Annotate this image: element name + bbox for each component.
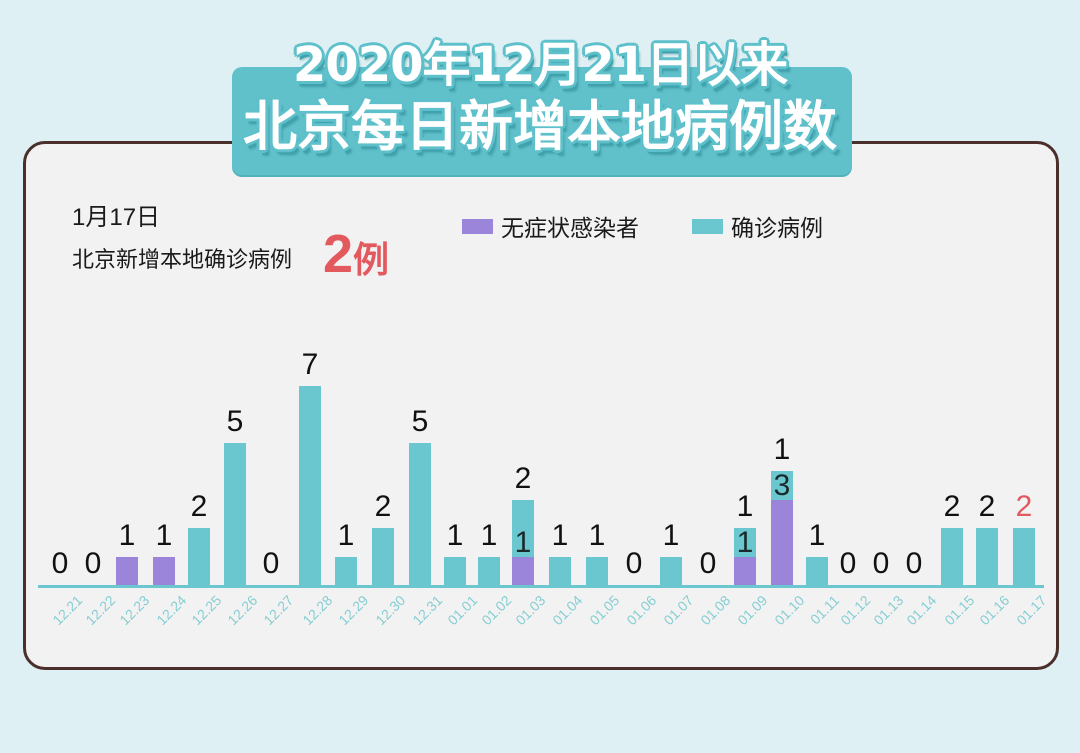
bar-confirmed-01.17	[1013, 528, 1035, 585]
bar-confirmed-01.05	[586, 556, 608, 585]
bar-value-label: 1	[808, 518, 826, 552]
bar-value-label: 1	[446, 518, 464, 552]
bar-value-label: 1	[155, 518, 173, 552]
bar-value-label: 1	[662, 518, 680, 552]
bar-confirmed-12.30	[372, 528, 394, 585]
bar-value-label: 0	[262, 547, 280, 580]
bar-value-label: 2	[190, 490, 208, 524]
bar-value-label: 1	[480, 518, 498, 552]
x-axis-line	[38, 585, 1044, 588]
bar-confirmed-12.28	[299, 386, 321, 585]
bar-value-label: 7	[301, 348, 319, 382]
summary-count: 2例	[323, 226, 389, 288]
bar-value-label: 1	[118, 518, 136, 552]
bar-confirmed-01.01	[444, 556, 466, 585]
bar-confirmed-01.11	[806, 556, 828, 585]
legend-item-confirmed: 确诊病例	[692, 210, 823, 242]
legend-swatch-confirmed	[692, 218, 723, 234]
bar-value-label: 2	[374, 490, 392, 524]
bar-value-label: 0	[839, 547, 857, 580]
bar-confirmed-12.25	[188, 528, 210, 585]
bar-confirmed-12.26	[224, 443, 246, 585]
bar-value-label: 5	[226, 405, 244, 438]
bar-confirmed-01.07	[660, 556, 682, 585]
bar-inner-label: 1	[514, 525, 532, 559]
bar-value-label: 2	[1015, 490, 1033, 524]
bar-confirmed-12.29	[335, 556, 357, 585]
bar-value-label: 1	[736, 490, 754, 524]
bar-value-label: 0	[872, 547, 890, 580]
bar-confirmed-12.31	[409, 443, 431, 585]
summary-date: 1月17日	[72, 204, 161, 231]
bar-value-label: 1	[773, 433, 791, 467]
bar-value-label: 5	[411, 405, 429, 438]
bar-confirmed-01.15	[941, 528, 963, 585]
summary-count-unit: 例	[353, 239, 390, 280]
bar-value-label: 0	[905, 547, 923, 580]
bar-confirmed-01.16	[976, 528, 998, 585]
title-banner	[232, 67, 852, 175]
title-line-1: 2020年12月21日以来	[292, 37, 788, 93]
legend-label-asymptomatic: 无症状感染者	[501, 215, 639, 241]
legend-item-asymptomatic: 无症状感染者	[462, 210, 639, 242]
bar-confirmed-01.10	[771, 471, 793, 500]
bar-value-label: 1	[551, 518, 569, 552]
bar-asymptomatic-12.23	[116, 556, 138, 585]
bar-confirmed-01.02	[478, 556, 500, 585]
bar-value-label: 0	[699, 547, 717, 580]
bar-value-label: 0	[84, 547, 102, 580]
bar-confirmed-01.04	[549, 556, 571, 585]
bar-inner-label: 1	[736, 525, 754, 559]
bar-value-label: 0	[51, 547, 69, 580]
bar-value-label: 1	[337, 518, 355, 552]
bar-asymptomatic-01.09	[734, 556, 756, 585]
bar-confirmed-01.03	[512, 499, 534, 557]
bar-confirmed-01.09	[734, 528, 756, 557]
title-line-2: 北京每日新增本地病例数	[243, 95, 837, 158]
bar-value-label: 0	[625, 547, 643, 580]
legend-swatch-asymptomatic	[462, 218, 493, 234]
bar-asymptomatic-01.10	[771, 499, 793, 585]
bar-value-label: 1	[588, 518, 606, 552]
bar-value-label: 2	[943, 490, 961, 524]
bar-inner-label: 3	[773, 468, 791, 502]
bar-asymptomatic-12.24	[153, 556, 175, 585]
bar-value-label: 2	[514, 461, 532, 495]
bar-asymptomatic-01.03	[512, 556, 534, 585]
summary-headline: 北京新增本地确诊病例	[72, 247, 293, 272]
legend-label-confirmed: 确诊病例	[731, 215, 823, 241]
summary-count-number: 2	[323, 224, 354, 284]
bar-value-label: 2	[978, 490, 996, 524]
